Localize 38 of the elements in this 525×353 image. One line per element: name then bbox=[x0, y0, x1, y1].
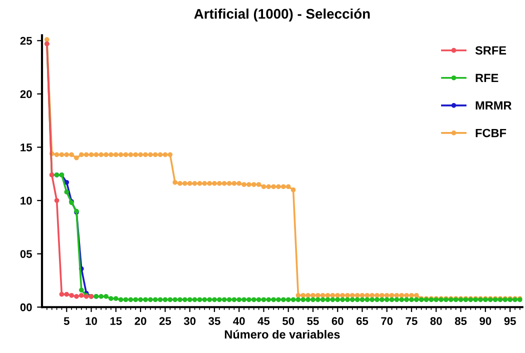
y-tick-label: 20 bbox=[20, 90, 32, 98]
y-tick-label: 25 bbox=[20, 36, 32, 45]
x-tick-label: 75 bbox=[406, 317, 418, 325]
x-tick-label: 95 bbox=[504, 317, 516, 325]
y-tick-label: 05 bbox=[20, 250, 32, 258]
point bbox=[54, 198, 60, 203]
x-tick-label: 5 bbox=[64, 317, 70, 325]
x-tick-label: 40 bbox=[233, 317, 245, 325]
x-tick-label: 25 bbox=[159, 317, 172, 325]
y-tick-label: 00 bbox=[20, 303, 32, 312]
x-tick-label: 35 bbox=[208, 317, 220, 326]
legend-label: MRMR bbox=[476, 101, 512, 110]
x-tick-label: 60 bbox=[332, 317, 344, 325]
point bbox=[64, 180, 70, 185]
x-tick-label: 10 bbox=[86, 317, 97, 325]
legend-label: RFE bbox=[476, 74, 498, 82]
point bbox=[69, 292, 74, 298]
x-tick-label: 20 bbox=[134, 317, 146, 325]
point bbox=[74, 294, 79, 299]
x-tick-label: 15 bbox=[110, 317, 122, 325]
x-tick-label: 70 bbox=[381, 317, 393, 325]
legend-label: FCBF bbox=[476, 128, 506, 138]
y-tick-label: 10 bbox=[20, 196, 32, 205]
x-tick-label: 55 bbox=[307, 317, 319, 325]
x-tick-label: 65 bbox=[356, 317, 368, 325]
y-tick-label: 15 bbox=[20, 144, 32, 152]
chart-title: Artificial (1000) - Selección bbox=[194, 8, 370, 22]
x-tick-label: 90 bbox=[480, 317, 492, 325]
point bbox=[64, 292, 70, 297]
x-tick-label: 85 bbox=[454, 317, 467, 325]
x-tick-label: 45 bbox=[258, 317, 270, 325]
point bbox=[78, 292, 84, 298]
x-axis-title: Número de variables bbox=[224, 330, 340, 339]
x-tick-label: 80 bbox=[430, 317, 442, 325]
point bbox=[59, 292, 64, 297]
x-tick-label: 50 bbox=[282, 317, 294, 325]
legend-label: SRFE bbox=[475, 46, 506, 55]
x-tick-label: 30 bbox=[184, 317, 196, 326]
